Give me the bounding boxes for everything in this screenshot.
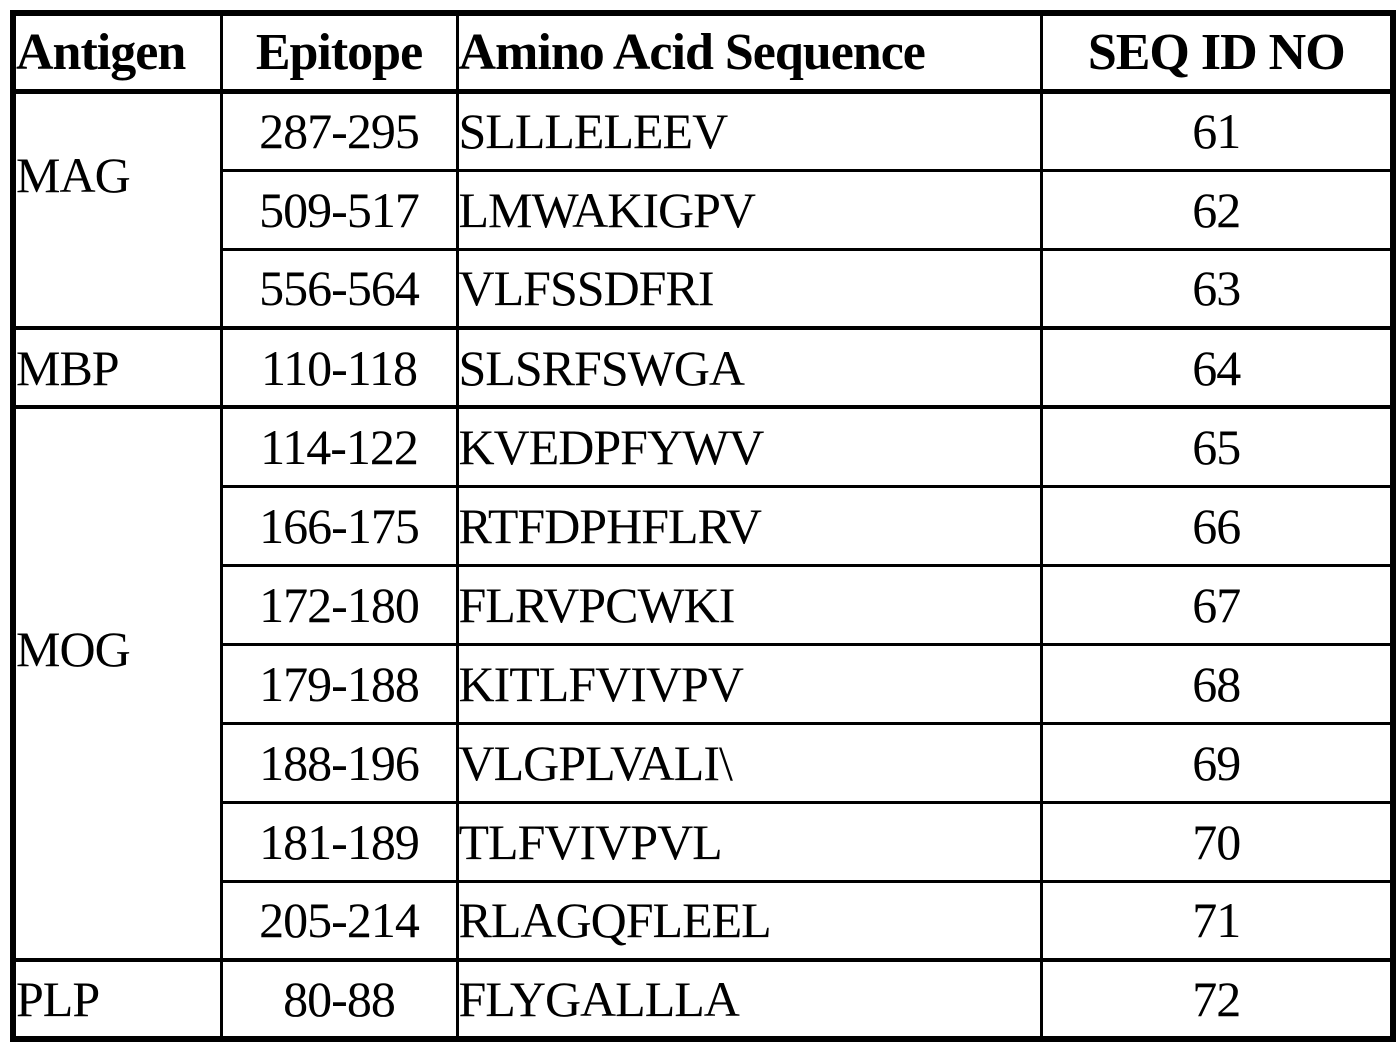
epitope-cell: 179-188	[219, 642, 459, 725]
table-body: MAG 287-295 SLLLELEEV 61 509-517 LMWAKIGPV 62 5…	[11, 89, 1395, 1041]
table-row: 509-517 LMWAKIGPV 62	[13, 168, 1395, 251]
table-row: 556-564 VLFSSDFRI 63	[13, 247, 1395, 330]
epitope-cell: 80-88	[219, 958, 459, 1041]
sequence-cell: SLSRFSWGA	[455, 326, 1043, 409]
sequence-cell: RLAGQFLEEL	[455, 879, 1043, 962]
seq-id-cell: 69	[1039, 721, 1395, 804]
epitope-cell: 172-180	[219, 563, 459, 646]
table-row: MAG 287-295 SLLLELEEV 61	[11, 89, 1395, 330]
epitope-cell: 556-564	[219, 247, 459, 330]
antigen-label: PLP	[16, 971, 100, 1027]
antigen-cell: MAG	[11, 89, 223, 330]
table-row: 205-214 RLAGQFLEEL 71	[13, 879, 1395, 962]
epitope-cell: 114-122	[219, 405, 459, 488]
seq-id-cell: 68	[1039, 642, 1395, 725]
sequence-cell: VLFSSDFRI	[455, 247, 1043, 330]
seq-id-cell: 67	[1039, 563, 1395, 646]
sequence-cell: KITLFVIVPV	[455, 642, 1043, 725]
seq-id-cell: 63	[1039, 247, 1395, 330]
sequence-cell: KVEDPFYWV	[455, 405, 1043, 488]
epitope-cell: 110-118	[219, 326, 459, 409]
seq-id-cell: 62	[1039, 168, 1395, 251]
table-row: 188-196 VLGPLVALI\ 69	[13, 721, 1395, 804]
epitope-cell: 205-214	[219, 879, 459, 962]
table-row: PLP 80-88 FLYGALLLA 72	[11, 958, 1395, 1041]
table-row: 166-175 RTFDPHFLRV 66	[13, 484, 1395, 567]
seq-id-cell: 65	[1039, 405, 1395, 488]
seq-id-cell: 71	[1039, 879, 1395, 962]
antigen-label: MAG	[16, 146, 131, 203]
column-header-sequence: Amino Acid Sequence	[455, 11, 1043, 94]
antigen-cell: MBP	[11, 326, 223, 409]
epitope-table: Antigen Epitope Amino Acid Sequence SEQ …	[10, 10, 1396, 1042]
seq-id-cell: 70	[1039, 800, 1395, 883]
epitope-cell: 509-517	[219, 168, 459, 251]
table-header: Antigen Epitope Amino Acid Sequence SEQ …	[11, 11, 1395, 94]
table-row: 172-180 FLRVPCWKI 67	[13, 563, 1395, 646]
antigen-cell: PLP	[11, 958, 223, 1041]
sequence-cell: LMWAKIGPV	[455, 168, 1043, 251]
sequence-cell: VLGPLVALI\	[455, 721, 1043, 804]
column-header-antigen: Antigen	[11, 11, 223, 94]
epitope-cell: 188-196	[219, 721, 459, 804]
antigen-cell: MOG	[11, 405, 223, 962]
antigen-label: MOG	[16, 620, 131, 677]
sequence-cell: FLYGALLLA	[455, 958, 1043, 1041]
table-row: 179-188 KITLFVIVPV 68	[13, 642, 1395, 725]
sequence-cell: SLLLELEEV	[455, 89, 1043, 172]
epitope-cell: 166-175	[219, 484, 459, 567]
antigen-label: MBP	[16, 339, 120, 396]
seq-id-cell: 66	[1039, 484, 1395, 567]
seq-id-cell: 61	[1039, 89, 1395, 172]
epitope-cell: 181-189	[219, 800, 459, 883]
epitope-cell: 287-295	[219, 89, 459, 172]
column-header-seq-id: SEQ ID NO	[1039, 11, 1395, 94]
table-row: MOG 114-122 KVEDPFYWV 65	[11, 405, 1395, 962]
table-row: MBP 110-118 SLSRFSWGA 64	[11, 326, 1395, 409]
sequence-cell: TLFVIVPVL	[455, 800, 1043, 883]
column-header-epitope: Epitope	[219, 11, 459, 94]
sequence-cell: RTFDPHFLRV	[455, 484, 1043, 567]
seq-id-cell: 72	[1039, 958, 1395, 1041]
table-row: 181-189 TLFVIVPVL 70	[13, 800, 1395, 883]
header-row: Antigen Epitope Amino Acid Sequence SEQ …	[11, 11, 1395, 94]
sequence-cell: FLRVPCWKI	[455, 563, 1043, 646]
seq-id-cell: 64	[1039, 326, 1395, 409]
